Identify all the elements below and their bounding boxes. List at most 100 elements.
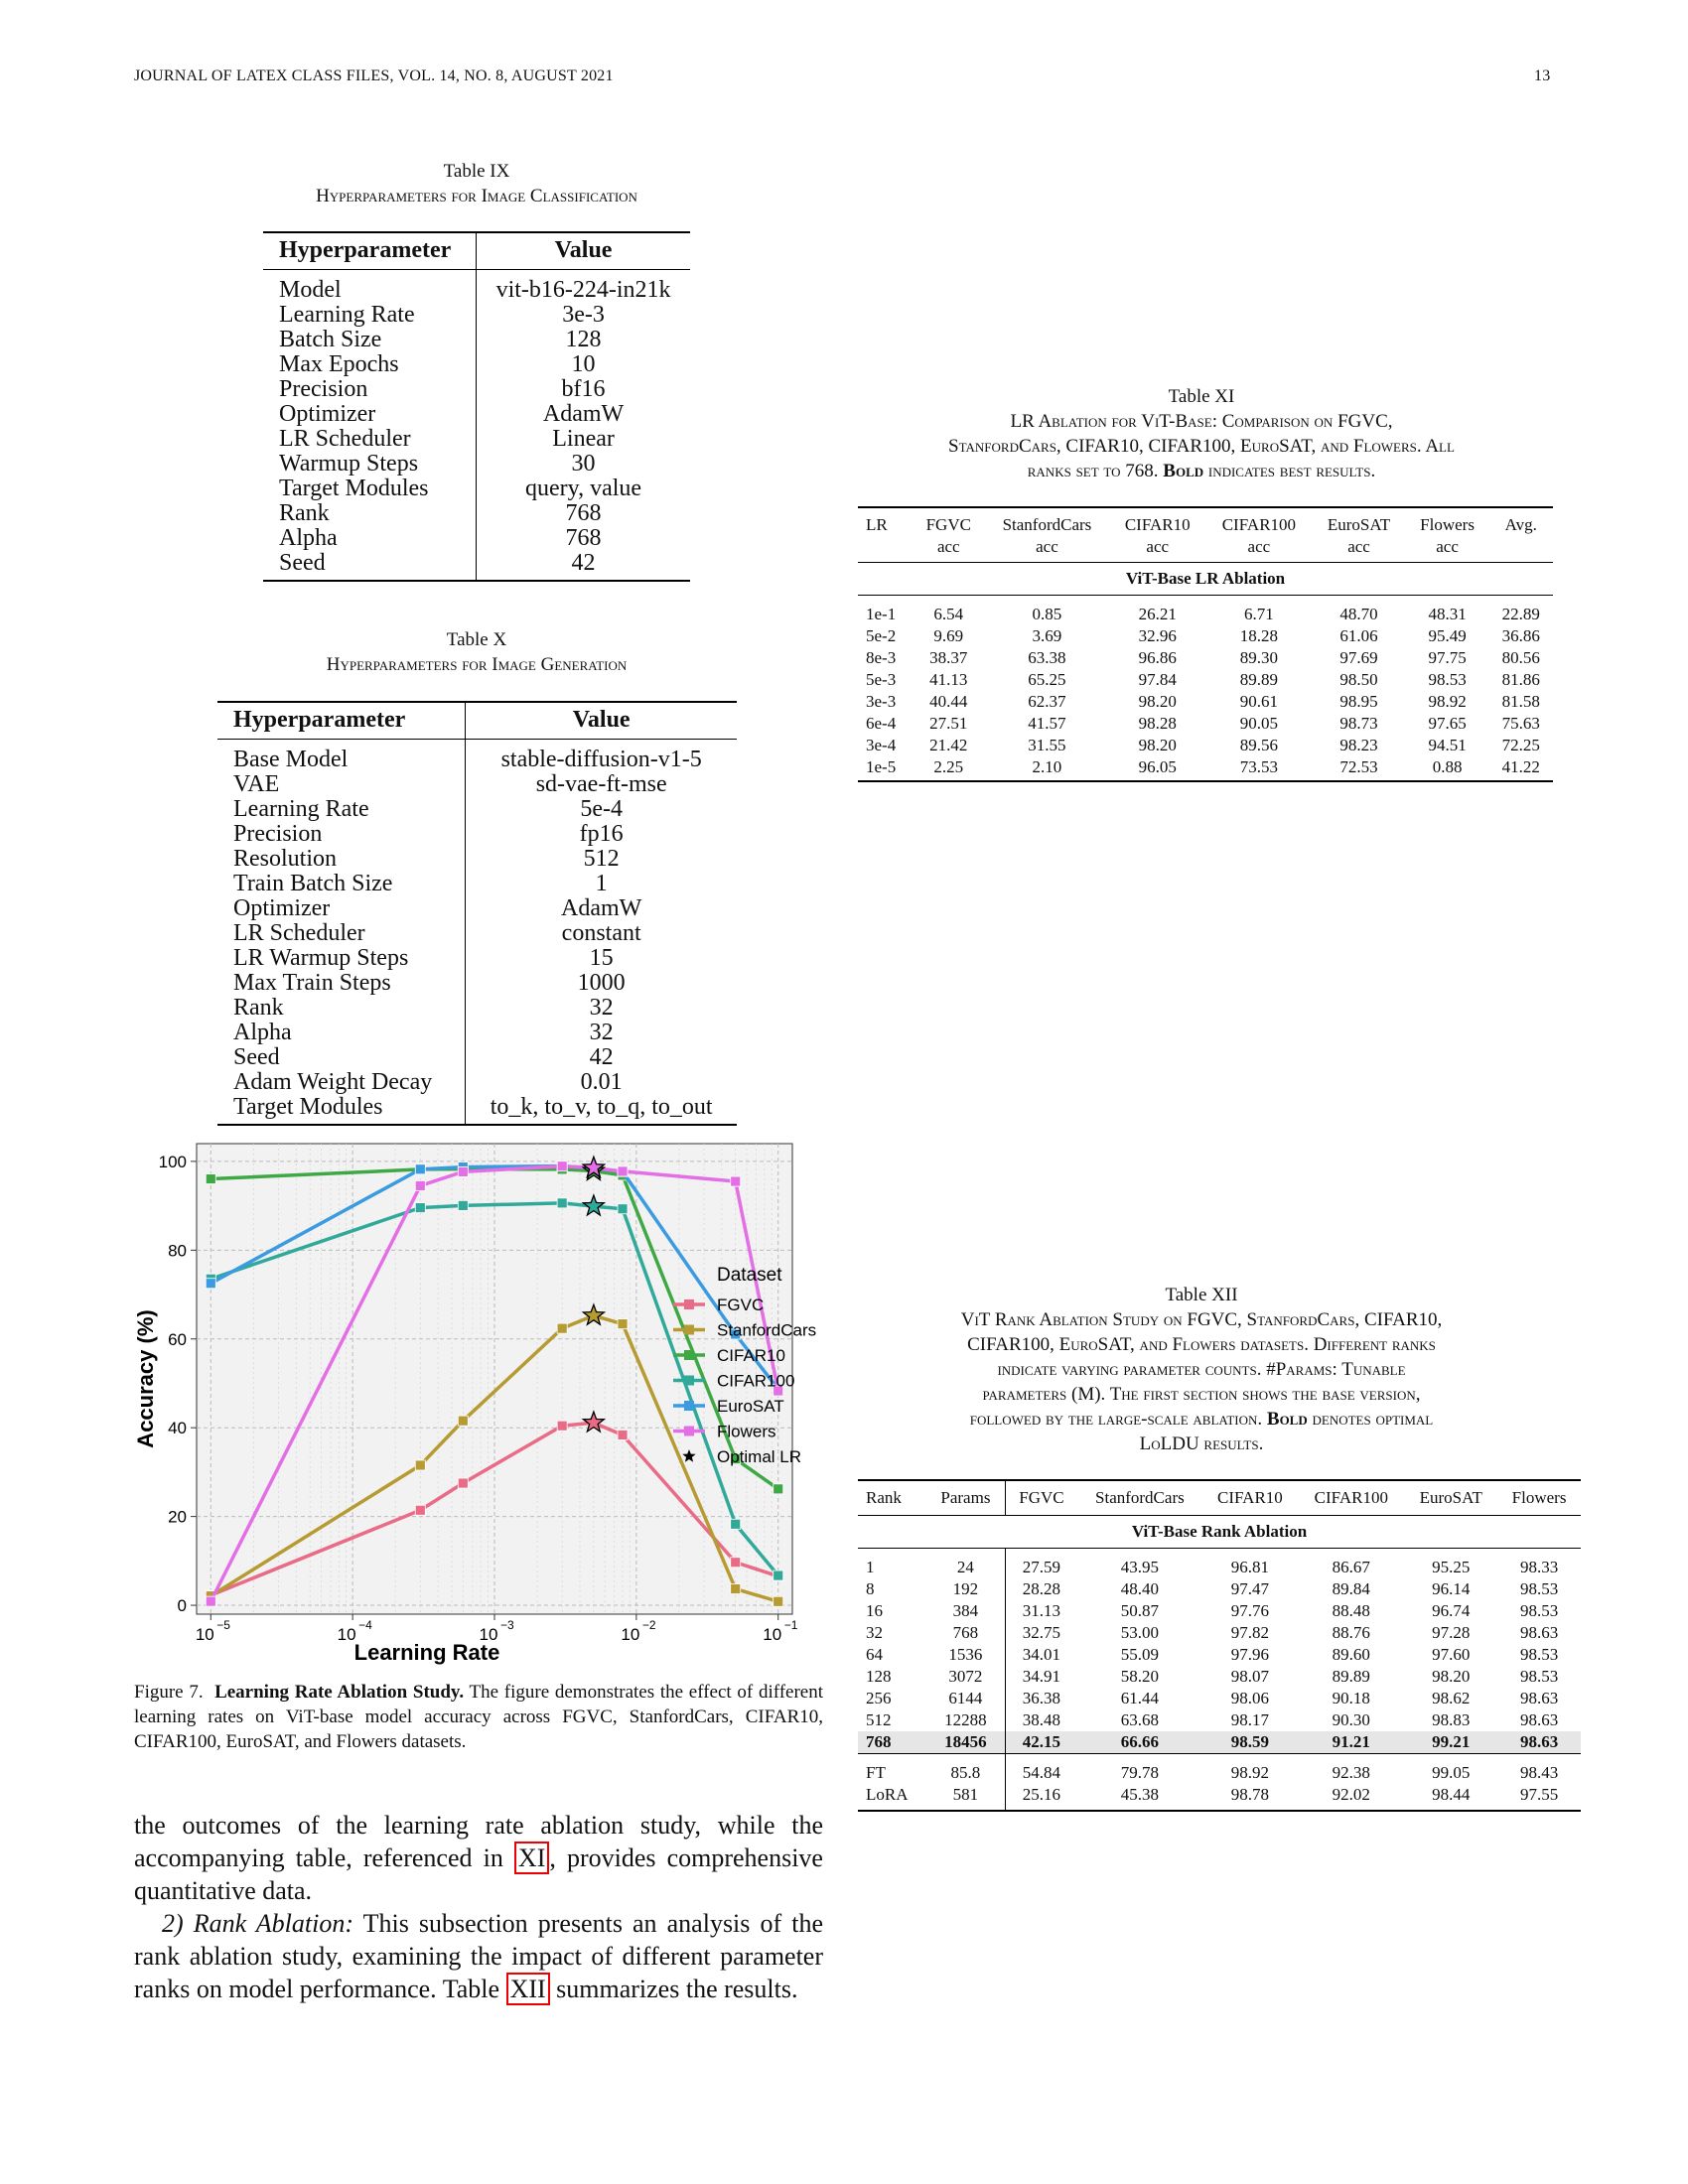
table-row: Model vit-b16-224-in21k (263, 269, 690, 303)
hyperparameter-value: 15 (465, 946, 737, 971)
table-row: 256 6144 36.38 61.44 98.06 90.18 98.62 98.63 (858, 1688, 1581, 1709)
figure7-caption-bold: Learning Rate Ablation Study. (214, 1682, 465, 1703)
table-row: 64 1536 34.01 55.09 97.96 89.60 97.60 98.53 (858, 1644, 1581, 1666)
table-cell: 63.68 (1120, 1710, 1159, 1729)
x-tick-label: 10 (196, 1625, 214, 1644)
table11-caption: Table XI LR Ablation for ViT-Base: Compa… (854, 384, 1549, 483)
table-cell: 512 (866, 1710, 892, 1729)
hyperparameter-value: 128 (476, 328, 690, 352)
body-p2-text-a: This subsection presents an analysis of … (134, 1909, 823, 2003)
table-row: 6e-4 27.51 41.57 98.28 90.05 98.73 97.65 75.63 (858, 713, 1553, 735)
table-cell: 98.50 (1339, 670, 1378, 689)
table-row: LoRA 581 25.16 45.38 98.78 92.02 98.44 97.55 (858, 1784, 1581, 1812)
table11-title-bold: Bold (1163, 461, 1204, 481)
table-row: 1 24 27.59 43.95 96.81 86.67 95.25 98.33 (858, 1548, 1581, 1578)
hyperparameter-name: Max Epochs (279, 351, 399, 377)
table-cell: 88.48 (1332, 1601, 1370, 1620)
hyperparameter-value: 512 (465, 847, 737, 872)
table-row: 1e-5 2.25 2.10 96.05 73.53 72.53 0.88 41.22 (858, 756, 1553, 782)
data-point (617, 1318, 629, 1330)
hyperparameter-value: AdamW (476, 402, 690, 427)
table-cell: 21.42 (929, 736, 968, 754)
body-p2-text-b: summarizes the results. (549, 1975, 798, 2003)
table12-col-header: CIFAR100 (1298, 1479, 1405, 1516)
table-cell: 89.30 (1239, 648, 1278, 667)
table-row: Optimizer AdamW (217, 896, 737, 921)
table-cell: 79.78 (1077, 1753, 1202, 1784)
legend-entries: FGVC StanfordCars CIFAR10 CIFAR100 EuroSAT Fl… (673, 1296, 816, 1466)
table-cell: 98.07 (1230, 1667, 1270, 1686)
table-row: Alpha 32 (217, 1021, 737, 1045)
hyperparameter-value: 42 (476, 551, 690, 582)
table-cell: 96.74 (1432, 1601, 1471, 1620)
table-cell: 12288 (926, 1709, 1006, 1731)
table-ref-xi-link[interactable]: XI (513, 1842, 550, 1874)
body-text: the outcomes of the learning rate ablati… (134, 1809, 823, 2005)
running-header: JOURNAL OF LATEX CLASS FILES, VOL. 14, N… (134, 68, 614, 84)
table12-caption: Table XII ViT Rank Ablation Study on FGV… (854, 1283, 1549, 1456)
hyperparameter-value: stable-diffusion-v1-5 (465, 739, 737, 772)
table-cell: 98.06 (1230, 1689, 1270, 1707)
data-point (414, 1202, 426, 1213)
optimal-lr-star (581, 1302, 607, 1326)
table-cell: 3.69 (1032, 626, 1062, 645)
table-cell: 58.20 (1120, 1667, 1159, 1686)
optimal-lr-star (581, 1155, 607, 1178)
hyperparameter-value: 32 (465, 996, 737, 1021)
table-cell: 55.09 (1120, 1645, 1159, 1664)
table11-col-subheader: acc (1347, 537, 1370, 556)
table-cell: 86.67 (1332, 1558, 1370, 1576)
table-cell: LoRA (858, 1784, 927, 1812)
table-cell: 98.73 (1339, 714, 1378, 733)
hyperparameter-name: Seed (263, 551, 477, 582)
table-row: Precision fp16 (217, 822, 737, 847)
table-row: Warmup Steps 30 (263, 452, 690, 477)
table-cell: 98.53 (1519, 1601, 1559, 1620)
table12: Rank Params FGVC StanfordCars CIFAR10 CIFAR10… (858, 1479, 1581, 1812)
table-cell: 98.28 (1138, 714, 1177, 733)
table-cell: 90.61 (1239, 692, 1278, 711)
table-cell: 97.60 (1432, 1645, 1471, 1664)
table-row: 8 192 28.28 48.40 97.47 89.84 96.14 98.53 (858, 1578, 1581, 1600)
x-tick-label: 10 (338, 1625, 356, 1644)
table-cell: 27.51 (929, 714, 968, 733)
table12-title-line3: indicate varying parameter counts. #Para… (997, 1359, 1406, 1380)
hyperparameter-value: 3e-3 (476, 303, 690, 328)
table11-title-line2: StanfordCars, CIFAR10, CIFAR100, EuroSAT… (948, 436, 1455, 457)
hyperparameter-name: Warmup Steps (279, 451, 419, 477)
table-cell: 62.37 (1028, 692, 1066, 711)
table12-col-header: StanfordCars (1077, 1479, 1202, 1516)
table-row: Seed 42 (263, 551, 690, 582)
data-point (457, 1415, 469, 1427)
data-point (556, 1420, 568, 1432)
table12-title-line2: CIFAR100, EuroSAT, and Flowers datasets.… (967, 1334, 1436, 1355)
table-cell: 92.38 (1298, 1753, 1405, 1784)
data-point (205, 1278, 216, 1290)
hyperparameter-value: 1 (465, 872, 737, 896)
legend-title: Dataset (717, 1265, 782, 1286)
table-cell: 61.44 (1120, 1689, 1159, 1707)
figure7-caption-label: Figure 7. (134, 1682, 204, 1703)
table-cell: 42.15 (1005, 1731, 1078, 1754)
table-cell: 98.63 (1519, 1689, 1559, 1707)
table9-title: Hyperparameters for Image Classification (316, 186, 637, 206)
data-point (730, 1328, 742, 1340)
table-row: Seed 42 (217, 1045, 737, 1070)
hyperparameter-name: Optimizer (279, 401, 376, 427)
table-cell: 95.49 (1428, 626, 1467, 645)
table-cell: 581 (926, 1784, 1006, 1812)
table11-col-subheader: acc (1036, 537, 1058, 556)
table-cell: 25.16 (1005, 1784, 1078, 1812)
data-point (414, 1180, 426, 1191)
table11-col-subheader: acc (1146, 537, 1170, 556)
table-row: Base Model stable-diffusion-v1-5 (217, 739, 737, 772)
hyperparameter-name: Rank (233, 995, 284, 1021)
table-ref-xii-link[interactable]: XII (505, 1973, 550, 2005)
table-cell: 98.62 (1432, 1689, 1471, 1707)
table-cell: 48.31 (1428, 605, 1467, 623)
table-cell: 54.84 (1005, 1753, 1078, 1784)
hyperparameter-value: to_k, to_v, to_q, to_out (465, 1095, 737, 1126)
y-tick-label: 80 (168, 1241, 187, 1260)
table-cell: 6144 (926, 1688, 1006, 1709)
table-cell: 2.10 (984, 756, 1110, 782)
